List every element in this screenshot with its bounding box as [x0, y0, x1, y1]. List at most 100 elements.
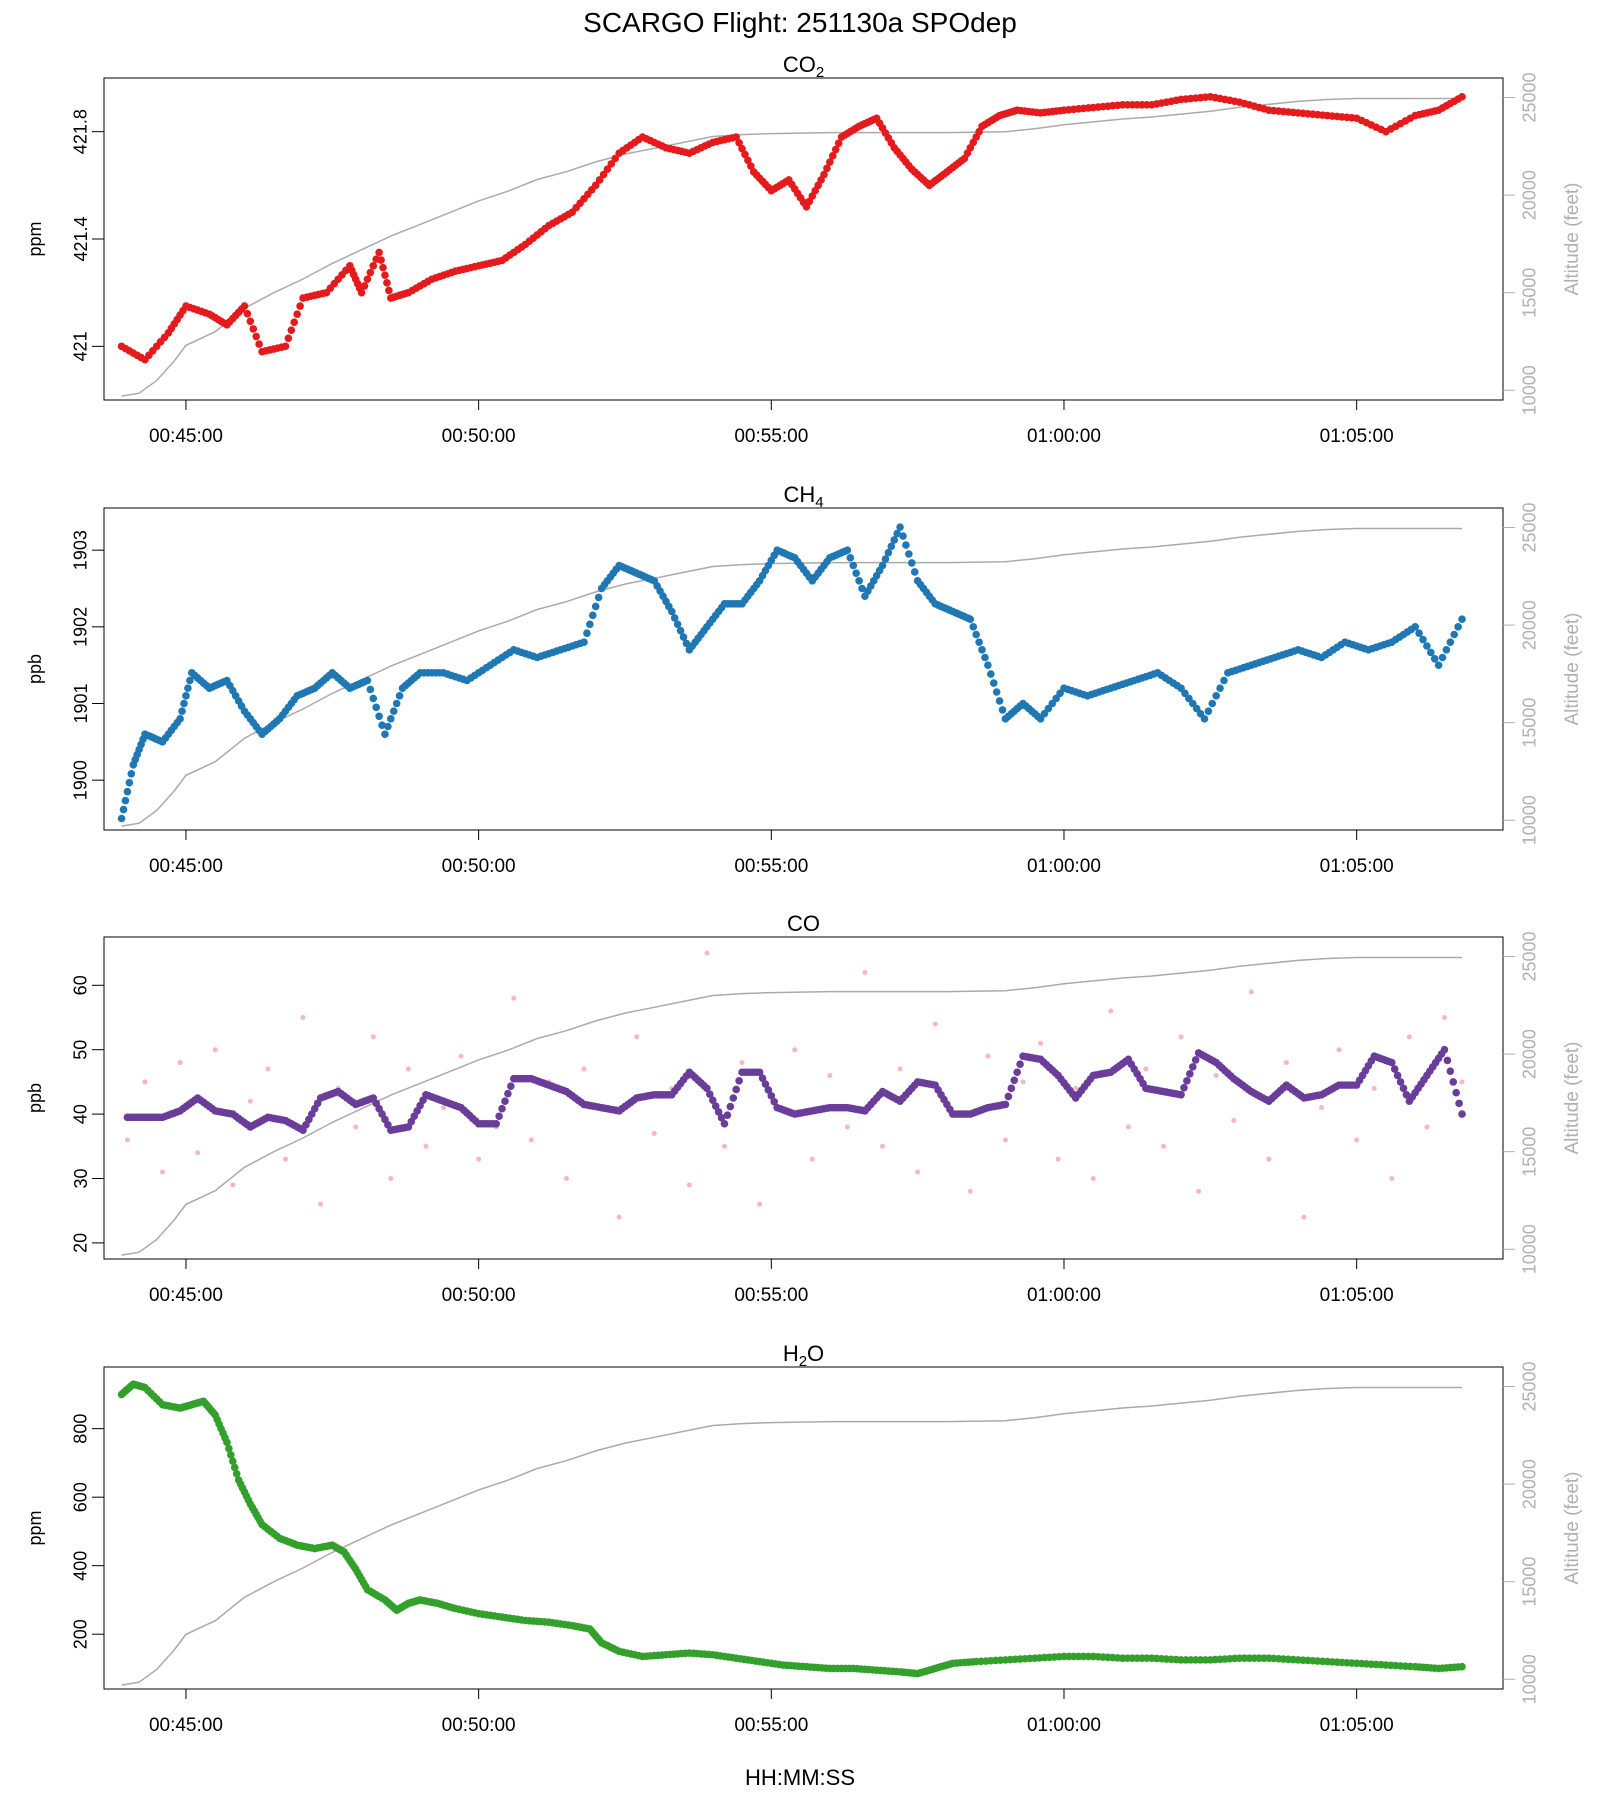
data-point — [1336, 1047, 1342, 1053]
data-point — [1188, 1063, 1197, 1071]
data-point — [160, 1169, 166, 1175]
y2-tick-label: 15000 — [1520, 1127, 1540, 1177]
data-point — [142, 1079, 148, 1085]
data-point — [1010, 1076, 1019, 1085]
data-point — [124, 1137, 130, 1143]
data-point — [1371, 1085, 1377, 1091]
data-point — [1389, 1176, 1395, 1181]
data-point — [1177, 1090, 1185, 1099]
data-point — [230, 1182, 236, 1188]
data-point — [1458, 615, 1466, 623]
data-point — [1449, 1078, 1458, 1086]
y-tick-label: 421.4 — [71, 216, 91, 261]
y2-tick-label: 15000 — [1520, 1557, 1540, 1607]
data-point — [507, 1082, 515, 1090]
data-point — [300, 1015, 306, 1020]
data-point — [255, 340, 263, 348]
data-point — [501, 1097, 509, 1106]
data-point — [881, 555, 890, 563]
data-point — [366, 268, 375, 277]
data-point — [1208, 699, 1217, 708]
data-point — [820, 170, 828, 179]
data-point — [975, 638, 983, 646]
data-point — [178, 707, 186, 715]
data-point — [686, 1182, 692, 1188]
y-axis-title: ppm — [25, 221, 45, 256]
data-point — [1301, 1214, 1307, 1220]
data-point — [770, 1097, 779, 1106]
data-point — [767, 1092, 776, 1100]
data-point — [703, 1084, 711, 1093]
data-point — [1450, 630, 1459, 639]
data-point — [228, 1457, 237, 1466]
data-point — [284, 334, 293, 343]
plot-frame — [103, 936, 1504, 1260]
plot-frame — [103, 1366, 1504, 1690]
data-point — [826, 158, 834, 166]
data-point — [1013, 1068, 1021, 1077]
y-axis-title: ppb — [25, 1083, 45, 1113]
data-point — [381, 730, 389, 738]
series-ch4 — [117, 523, 1466, 823]
panel-title-main: CO — [787, 911, 820, 936]
data-point — [992, 688, 1001, 696]
data-point — [176, 715, 184, 723]
series-co2 — [117, 92, 1466, 364]
x-tick-label: 01:05:00 — [1320, 1715, 1394, 1736]
data-point — [910, 568, 919, 576]
data-point — [905, 550, 913, 558]
data-point — [611, 154, 620, 163]
data-point — [984, 661, 992, 669]
data-point — [987, 670, 995, 678]
data-point — [1196, 1188, 1202, 1194]
y-tick-label: 1901 — [71, 683, 91, 723]
panel-3: CO 20 30 40 50 60 ppb 10000 15000 20000 25000 Altit… — [25, 911, 1583, 1306]
data-point — [290, 318, 299, 326]
data-point — [714, 1108, 723, 1116]
data-point — [381, 271, 389, 280]
series-co — [123, 1045, 1466, 1134]
data-point — [1186, 1070, 1194, 1078]
panel-title-main: CO — [783, 52, 816, 77]
data-point — [125, 778, 134, 787]
data-point — [828, 152, 837, 160]
data-point — [844, 1124, 850, 1130]
data-point — [360, 282, 369, 290]
data-point — [563, 1176, 569, 1181]
y2-axis-title: Altitude (feet) — [1562, 183, 1583, 296]
data-point — [392, 699, 401, 708]
x-tick-label: 00:50:00 — [442, 1285, 516, 1306]
data-point — [915, 1169, 921, 1175]
panels: CO2421421.4421.8ppm10000150002000025000A… — [25, 52, 1583, 1736]
data-point — [1423, 642, 1431, 650]
data-point — [972, 630, 980, 639]
data-point — [212, 1047, 218, 1053]
y-tick-label: 1903 — [71, 530, 91, 570]
y2-axis-title: Altitude (feet) — [1562, 1042, 1583, 1155]
data-point — [282, 1156, 288, 1162]
data-point — [896, 523, 904, 531]
data-point — [1002, 1137, 1008, 1143]
data-point — [265, 1066, 271, 1072]
data-point — [897, 1066, 903, 1072]
data-point — [240, 302, 249, 310]
data-point — [293, 310, 301, 318]
y2-tick-label: 10000 — [1520, 795, 1540, 845]
data-point — [1016, 1060, 1024, 1068]
data-point — [989, 679, 998, 687]
data-point — [1178, 1034, 1184, 1040]
y-tick-label: 400 — [71, 1551, 91, 1581]
data-point — [1415, 629, 1423, 638]
data-point — [249, 325, 258, 333]
data-point — [761, 1080, 770, 1088]
data-point — [1387, 1058, 1396, 1067]
data-point — [755, 1068, 764, 1077]
data-point — [1458, 1110, 1466, 1118]
x-tick-label: 00:55:00 — [734, 1715, 808, 1736]
y2-tick-label: 15000 — [1520, 268, 1540, 318]
data-point — [809, 1156, 815, 1162]
data-point — [858, 584, 866, 593]
data-point — [729, 1094, 738, 1102]
data-point — [177, 1060, 183, 1066]
data-point — [1180, 1084, 1188, 1092]
